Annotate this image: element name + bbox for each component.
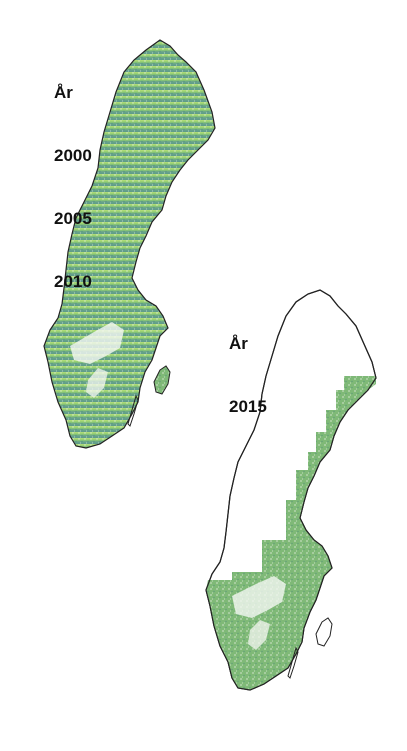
year-label-value: 2010 — [54, 272, 92, 291]
oland-island-2015 — [287, 646, 299, 679]
year-label-value: 2015 — [229, 397, 267, 416]
gotland-island — [153, 365, 171, 395]
year-label-heading: År — [229, 334, 248, 353]
white-overlay-south — [70, 322, 124, 364]
gotland-island-2015 — [315, 617, 333, 647]
sweden-outline-stroke — [205, 289, 377, 691]
year-label-heading: År — [54, 83, 73, 102]
sweden-map-2015 — [205, 289, 377, 691]
white-overlay-south-2015 — [232, 576, 286, 618]
year-label-2015: År 2015 — [229, 291, 267, 438]
year-label-value: 2005 — [54, 209, 92, 228]
year-label-2000-2010: År 2000 2005 2010 — [54, 40, 92, 313]
year-label-value: 2000 — [54, 146, 92, 165]
oland-island — [127, 394, 139, 427]
white-overlay-lake-2015 — [248, 620, 270, 650]
sweden-map-2000-2010 — [43, 39, 216, 449]
white-overlay-lake — [86, 368, 108, 398]
